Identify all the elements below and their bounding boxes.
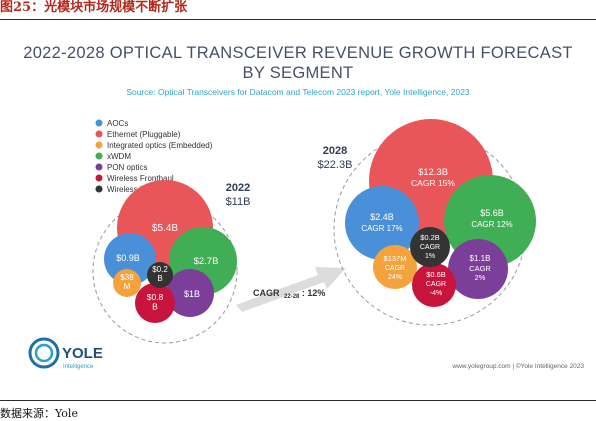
bubble-2028-aocs-label: $2.4B: [370, 212, 394, 222]
legend-swatch-aocs: [95, 119, 103, 127]
bubble-2028-fronthaul-cagr-1: CAGR: [426, 281, 446, 288]
legend-swatch-integrated: [95, 141, 103, 149]
bubble-2028-fronthaul-label: $0.6B: [426, 270, 446, 279]
footer-credit: www.yolegroup.com | ©Yole Intelligence 2…: [451, 362, 584, 370]
bubble-chart: 2022-2028 OPTICAL TRANSCEIVER REVENUE GR…: [23, 44, 584, 370]
bubble-2028-midbackhaul-cagr-2: 1%: [425, 253, 435, 260]
yole-logo-name: YOLE: [62, 345, 103, 362]
legend-label-ethernet: Ethernet (Pluggable): [107, 130, 181, 139]
figure-title: 图25：光模块市场规模不断扩张: [0, 0, 188, 15]
overall-cagr-label: CAGR 22-28 : 12%: [253, 288, 325, 300]
bubble-2022-aocs: [104, 233, 156, 285]
bubble-2022-midbackhaul-label: $0.2 B: [152, 265, 168, 283]
growth-arrow: CAGR 22-28 : 12%: [236, 267, 346, 312]
source-note: 数据来源：Yole: [0, 407, 78, 420]
growth-arrow-shape: [236, 267, 346, 312]
bubble-2028-integrated-cagr-1: CAGR: [385, 265, 405, 272]
bubble-2022-pon: [166, 269, 214, 317]
bubble-2028-aocs-cagr: CAGR 17%: [361, 224, 402, 233]
bubble-2028-integrated: [373, 245, 417, 289]
legend-swatch-midbackhaul: [95, 185, 103, 193]
yole-logo: YOLE Intelligence: [28, 337, 103, 370]
bubble-2028-midbackhaul: [410, 227, 450, 267]
bubble-2022-integrated-label: $38 M: [120, 273, 134, 291]
chart-title-line1: 2022-2028 OPTICAL TRANSCEIVER REVENUE GR…: [23, 44, 573, 62]
legend-label-fronthaul: Wireless Fronthaul: [107, 174, 174, 183]
bubble-2028-pon-cagr-1: CAGR: [469, 264, 491, 273]
yole-logo-ring-inner: [34, 343, 54, 363]
legend-swatch-ethernet: [95, 130, 103, 138]
group-2022-year: 2022: [226, 182, 250, 194]
legend-label-xwdm: xWDM: [107, 152, 131, 161]
bubble-2028-pon: [448, 239, 508, 299]
bubble-2022-xwdm-label: $2.7B: [194, 256, 219, 267]
bubble-2028-ethernet-label: $12.3B: [418, 167, 448, 178]
yole-logo-sub: Intelligence: [63, 364, 94, 370]
legend-swatch-fronthaul: [95, 174, 103, 182]
bubble-2028-xwdm-cagr: CAGR 12%: [471, 220, 512, 229]
chart-title-line2: BY SEGMENT: [243, 64, 354, 82]
chart-panel: 2022-2028 OPTICAL TRANSCEIVER REVENUE GR…: [0, 23, 596, 399]
group-2022: 2022 $11B $5.4B $2.7B $0.9B $1B $38 M $0.…: [92, 180, 251, 344]
bubble-2022-aocs-label: $0.9B: [116, 253, 140, 263]
legend-swatch-xwdm: [95, 152, 103, 160]
legend-swatch-pon: [95, 163, 103, 171]
yole-logo-ring-outer: [28, 337, 60, 369]
bubble-2028-pon-label: $1.1B: [470, 254, 491, 263]
legend-label-pon: PON optics: [107, 163, 147, 172]
bubble-2022-pon-label: $1B: [184, 289, 200, 299]
bubble-2022-midbackhaul: [147, 262, 173, 288]
bubble-2028-midbackhaul-label: $0.2B: [420, 233, 440, 242]
group-2028-total: $22.3B: [318, 159, 353, 171]
bubble-2028-integrated-cagr-2: 24%: [388, 274, 402, 281]
bubble-2028-fronthaul: [412, 263, 456, 307]
chart-subtitle: Source: Optical Transceivers for Datacom…: [126, 87, 470, 97]
bubble-2022-integrated: [113, 269, 141, 297]
top-rule: [0, 19, 596, 20]
group-2028-year: 2028: [323, 145, 347, 157]
bubble-2028-ethernet-cagr: CAGR 15%: [411, 178, 455, 188]
bubble-2028-integrated-label: $137M: [384, 254, 407, 263]
bottom-rule: [0, 400, 596, 401]
bubble-2022-fronthaul: [135, 283, 175, 323]
bubble-2022-ethernet-label: $5.4B: [152, 223, 178, 234]
bubble-2022-fronthaul-label: $0.8 B: [147, 292, 164, 311]
bubble-2028-pon-cagr-2: 2%: [475, 273, 486, 282]
bubble-2028-midbackhaul-cagr-1: CAGR: [420, 244, 440, 251]
bubble-2028-aocs: [345, 186, 419, 260]
bubble-2028-xwdm-label: $5.6B: [480, 208, 504, 218]
legend-label-aocs: AOCs: [107, 119, 128, 128]
legend-label-integrated: Integrated optics (Embedded): [107, 141, 213, 150]
group-2028: 2028 $22.3B $12.3B CAGR 15% $5.6B CAGR 1…: [318, 119, 536, 326]
group-2022-total: $11B: [226, 196, 251, 208]
bubble-2028-fronthaul-cagr-2: -4%: [430, 290, 442, 297]
